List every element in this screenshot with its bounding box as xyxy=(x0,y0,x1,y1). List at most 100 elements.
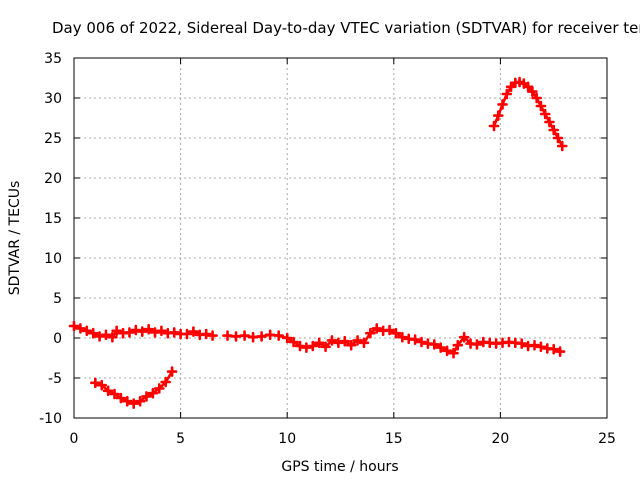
data-point xyxy=(390,327,402,339)
axis-ticks: 0 5 10 15 20 25 -10 -5 0 5 10 15 20 25 30 35 xyxy=(39,51,616,447)
data-point xyxy=(166,366,178,377)
x-axis-label: GPS time / hours xyxy=(281,459,398,475)
data-point xyxy=(200,328,212,340)
data-point xyxy=(96,379,108,391)
data-point xyxy=(333,337,344,349)
data-point xyxy=(109,388,120,400)
data-point xyxy=(488,120,500,132)
plot-frame xyxy=(73,57,608,419)
data-point xyxy=(111,325,122,337)
data-point xyxy=(141,391,152,402)
data-point xyxy=(326,335,338,346)
y-tick-label: 0 xyxy=(53,331,62,347)
data-point xyxy=(115,392,127,404)
data-point xyxy=(239,330,250,341)
data-point xyxy=(313,337,325,349)
data-point xyxy=(301,342,312,353)
data-point xyxy=(544,116,555,128)
data-point xyxy=(294,340,306,352)
data-point xyxy=(339,335,351,347)
data-point xyxy=(529,339,540,351)
y-tick-label: 10 xyxy=(44,251,62,267)
data-point xyxy=(552,132,564,144)
data-point xyxy=(352,335,363,346)
data-point xyxy=(492,110,504,121)
series-main-baseline xyxy=(68,320,566,359)
data-point xyxy=(136,326,148,337)
data-point xyxy=(384,324,395,336)
data-point xyxy=(100,329,112,341)
data-point xyxy=(207,330,218,341)
y-tick-label: -10 xyxy=(39,411,62,427)
data-point xyxy=(149,327,161,338)
data-point xyxy=(147,387,159,399)
data-point xyxy=(307,340,319,352)
data-point xyxy=(501,88,513,100)
data-point xyxy=(153,383,165,394)
y-tick-label: 15 xyxy=(44,211,62,227)
x-tick-label: 25 xyxy=(598,431,616,447)
data-point xyxy=(230,331,242,342)
data-point xyxy=(90,377,101,389)
data-point xyxy=(107,331,118,343)
data-point xyxy=(94,331,105,342)
data-point xyxy=(522,81,534,93)
data-point xyxy=(371,323,383,334)
y-tick-label: -5 xyxy=(48,371,62,387)
data-point xyxy=(264,329,276,341)
data-point xyxy=(68,320,80,332)
data-point xyxy=(222,330,233,341)
data-point xyxy=(143,323,154,335)
data-point xyxy=(531,92,542,104)
data-point xyxy=(181,328,193,340)
data-point xyxy=(409,334,421,345)
data-point xyxy=(134,395,146,407)
data-point xyxy=(288,336,299,348)
data-point xyxy=(505,81,517,93)
x-tick-label: 5 xyxy=(176,431,185,447)
data-point xyxy=(535,100,547,112)
data-series xyxy=(68,76,568,409)
y-tick-label: 35 xyxy=(44,51,62,67)
data-point xyxy=(416,336,427,348)
data-point xyxy=(168,327,180,338)
data-point xyxy=(345,339,357,351)
data-point xyxy=(281,332,293,344)
data-point xyxy=(429,339,440,350)
grid-lines xyxy=(74,58,607,418)
data-point xyxy=(548,124,559,136)
data-point xyxy=(81,325,93,337)
data-point xyxy=(441,345,453,357)
data-point xyxy=(273,330,284,341)
data-point xyxy=(75,323,86,334)
data-point xyxy=(458,331,470,343)
x-tick-label: 15 xyxy=(385,431,403,447)
y-tick-label: 20 xyxy=(44,171,62,187)
data-point xyxy=(527,86,538,97)
y-axis-label: SDTVAR / TECUs xyxy=(7,181,23,296)
data-point xyxy=(102,385,114,397)
data-point xyxy=(448,347,459,359)
x-tick-label: 20 xyxy=(491,431,509,447)
data-point xyxy=(435,342,447,353)
data-point xyxy=(130,324,142,336)
x-tick-label: 10 xyxy=(278,431,296,447)
series-lower-dip xyxy=(90,366,178,409)
data-point xyxy=(247,331,259,343)
x-tick-label: 0 xyxy=(70,431,79,447)
data-point xyxy=(535,341,547,353)
data-point xyxy=(160,376,171,388)
data-point xyxy=(516,338,528,349)
data-point xyxy=(497,99,508,110)
data-point xyxy=(358,337,370,349)
data-point xyxy=(548,343,559,355)
data-point xyxy=(452,339,464,351)
chart-title: Day 006 of 2022, Sidereal Day-to-day VTE… xyxy=(52,19,640,37)
data-point xyxy=(122,395,133,407)
series-late-peak xyxy=(488,76,568,152)
data-point xyxy=(471,339,483,350)
y-tick-label: 30 xyxy=(44,91,62,107)
y-tick-label: 5 xyxy=(53,291,62,307)
data-point xyxy=(156,325,167,337)
